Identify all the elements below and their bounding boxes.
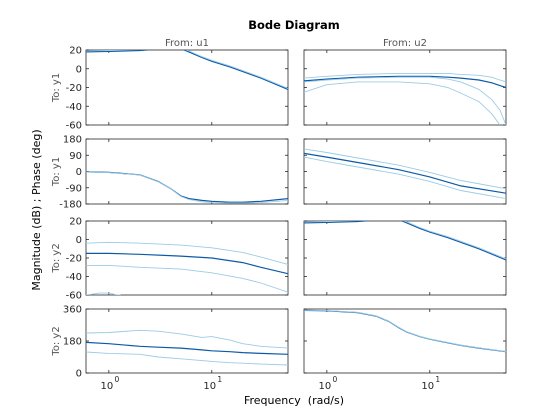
row-title: To: y2: [51, 243, 62, 273]
panel-series-group: [86, 329, 288, 366]
y-tick-label: -180: [59, 200, 82, 211]
x-tick-label: 10: [421, 381, 434, 392]
axes-r2-c1: [303, 220, 507, 296]
panel-series-group: [86, 292, 121, 295]
row-title: To: y1: [51, 73, 62, 103]
y-tick-label: -60: [66, 291, 82, 302]
y-tick-label: 20: [69, 217, 82, 228]
y-tick-label: -90: [66, 183, 82, 194]
x-tick-exponent: 0: [332, 375, 337, 384]
x-tick-exponent: 0: [114, 375, 119, 384]
y-tick-label: -40: [66, 272, 82, 283]
series-line-bound: [304, 221, 506, 260]
x-tick-label: 10: [318, 381, 331, 392]
y-tick-label: -20: [66, 254, 82, 265]
y-tick-label: 0: [76, 64, 82, 75]
series-line-bound: [86, 292, 121, 295]
series-line-nominal: [304, 221, 506, 261]
row-title: To: y2: [51, 326, 62, 356]
series-line-lower: [86, 264, 288, 293]
series-line-nominal: [86, 252, 288, 275]
series-line-bound: [304, 76, 506, 125]
series-line-upper: [304, 148, 506, 190]
axes-r1-c0: [85, 138, 289, 205]
series-line-nominal: [304, 152, 506, 194]
series-line-upper: [304, 72, 506, 83]
x-axis-label: Frequency (rad/s): [244, 394, 344, 407]
panel-series-group: [86, 171, 288, 204]
series-line-bound: [304, 309, 506, 352]
chart-title: Bode Diagram: [248, 18, 340, 32]
y-tick-label: 180: [63, 337, 82, 348]
panel-series-group: [86, 50, 288, 90]
x-tick-exponent: 1: [435, 375, 440, 384]
panel-series-group: [304, 72, 506, 125]
y-tick-label: 0: [76, 167, 82, 178]
series-line-lower: [304, 156, 506, 200]
axes-r0-c1: [303, 49, 507, 126]
row-title: To: y1: [51, 157, 62, 187]
y-tick-label: 0: [76, 369, 82, 380]
axes-r0-c0: [85, 49, 289, 126]
series-line-upper: [86, 329, 288, 349]
series-line-bound: [86, 50, 288, 89]
series-line-bound: [86, 171, 288, 204]
y-tick-label: 20: [69, 46, 82, 57]
y-tick-label: -40: [66, 102, 82, 113]
y-tick-label: -20: [66, 83, 82, 94]
y-tick-label: 90: [69, 151, 82, 162]
axes-r2-c0: [85, 220, 289, 296]
y-tick-label: -60: [66, 121, 82, 132]
series-line-nominal: [86, 341, 288, 355]
series-line-lower: [304, 81, 501, 125]
y-tick-label: 0: [76, 235, 82, 246]
series-line-nominal: [86, 50, 288, 90]
panel-series-group: [304, 221, 506, 261]
axes-r3-c0: [85, 308, 289, 374]
column-title-u2: From: u2: [383, 38, 427, 49]
column-title-u1: From: u1: [165, 38, 209, 49]
axes-r3-c1: [303, 308, 507, 374]
series-line-nominal: [304, 75, 506, 89]
series-line-upper: [86, 241, 288, 265]
panel-series-group: [304, 309, 506, 353]
panel-series-group: [86, 241, 288, 293]
panel-series-group: [304, 148, 506, 200]
x-tick-exponent: 1: [217, 375, 222, 384]
y-axis-label: Magnitude (dB) ; Phase (deg): [30, 129, 43, 290]
y-tick-label: 180: [63, 135, 82, 146]
series-line-lower: [86, 351, 288, 366]
x-tick-label: 10: [203, 381, 216, 392]
y-tick-label: 360: [63, 305, 82, 316]
x-tick-label: 10: [100, 381, 113, 392]
